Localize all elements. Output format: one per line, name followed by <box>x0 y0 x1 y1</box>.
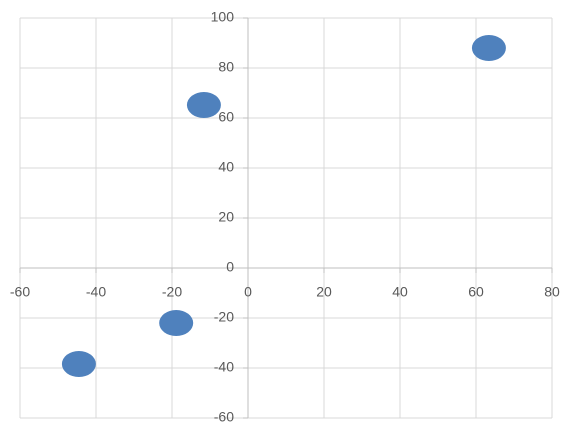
y-tick-label: -40 <box>214 359 234 375</box>
y-tick-label: 60 <box>218 109 234 125</box>
y-tick-label: 40 <box>218 159 234 175</box>
point <box>471 35 506 61</box>
point <box>61 351 96 377</box>
point <box>159 310 194 336</box>
x-tick-label: 20 <box>316 284 332 300</box>
y-tick-label: 20 <box>218 209 234 225</box>
y-tick-label: -60 <box>214 409 234 425</box>
point <box>186 92 221 118</box>
y-tick-label: 80 <box>218 59 234 75</box>
x-tick-label: 80 <box>544 284 560 300</box>
y-tick-label: 0 <box>226 259 234 275</box>
x-tick-label: 60 <box>468 284 484 300</box>
x-tick-label: -40 <box>86 284 106 300</box>
x-tick-label: 40 <box>392 284 408 300</box>
x-tick-label: 0 <box>244 284 252 300</box>
y-tick-label: 100 <box>211 9 235 25</box>
x-tick-label: -60 <box>10 284 30 300</box>
x-tick-label: -20 <box>162 284 182 300</box>
y-tick-label: -20 <box>214 309 234 325</box>
